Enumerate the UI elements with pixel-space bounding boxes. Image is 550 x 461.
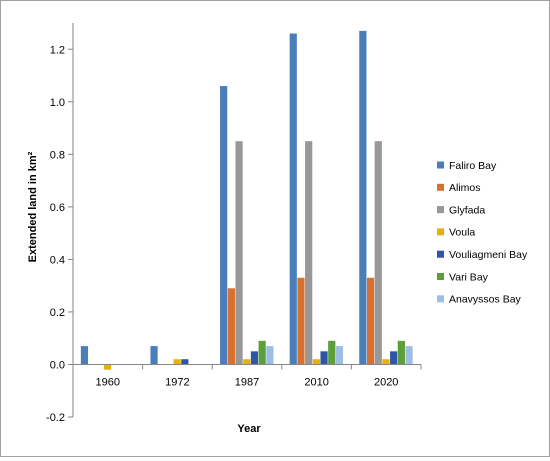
legend-label: Voula: [449, 227, 475, 239]
bar-alimos: [297, 277, 305, 365]
bar-voula: [312, 359, 320, 365]
legend-label: Vouliagmeni Bay: [449, 249, 528, 261]
x-tick-label: 1987: [235, 376, 259, 388]
legend-swatch: [437, 228, 444, 236]
bar-alimos: [227, 288, 235, 365]
y-axis-title: Extended land in km²: [27, 151, 39, 262]
legend-swatch: [437, 273, 444, 280]
bar-anavyssos-bay: [405, 346, 413, 365]
x-tick-label: 2020: [374, 376, 398, 388]
y-tick-label: 0.0: [50, 359, 65, 371]
bar-anavyssos-bay: [335, 346, 344, 365]
legend: Faliro Bay Alimos Glyfada Voula Vouliagmeni …: [437, 160, 528, 306]
bar-voula: [382, 359, 390, 365]
legend-swatch: [437, 250, 444, 258]
bar-faliro-bay: [359, 30, 367, 365]
legend-swatch: [437, 161, 444, 169]
legend-label: Vari Bay: [449, 271, 489, 283]
bar-vari-bay: [328, 340, 336, 365]
y-tick-label: 0.2: [50, 307, 65, 319]
legend-swatch: [437, 183, 444, 191]
x-axis-title: Year: [237, 423, 261, 435]
x-axis-ticks: 1960 1972 1987 2010 2020: [72, 364, 422, 388]
bar-anavyssos-bay: [266, 346, 274, 365]
legend-label: Faliro Bay: [449, 160, 497, 172]
bar-glyfada: [235, 141, 243, 365]
bar-faliro-bay: [289, 33, 297, 365]
x-tick-label: 2010: [304, 376, 328, 388]
bar-faliro-bay: [150, 346, 158, 365]
bar-voula: [103, 364, 112, 370]
bar-vouliagmeni-bay: [390, 351, 398, 365]
bar-glyfada: [374, 141, 382, 365]
bar-faliro-bay: [220, 86, 228, 365]
bar-vouliagmeni-bay: [250, 351, 259, 365]
bar-glyfada: [305, 141, 313, 365]
legend-swatch: [437, 295, 444, 303]
y-tick-label: 0.4: [50, 254, 65, 266]
x-tick-label: 1972: [165, 376, 189, 388]
bar-faliro-bay: [80, 346, 89, 365]
y-tick-label: 1.0: [50, 97, 65, 109]
legend-label: Alimos: [449, 182, 481, 194]
axes: [72, 23, 421, 417]
y-tick-label: -0.2: [46, 412, 65, 424]
bar-vari-bay: [397, 340, 405, 365]
bar-voula: [243, 359, 251, 365]
y-axis-ticks: -0.2 0.0 0.2 0.4 0.6 0.8 1.0 1.2: [46, 44, 73, 424]
legend-label: Glyfada: [449, 204, 485, 216]
y-tick-label: 0.8: [50, 149, 65, 161]
legend-swatch: [437, 206, 444, 214]
bars: [80, 30, 413, 370]
bar-vouliagmeni-bay: [181, 359, 189, 365]
bar-voula: [173, 359, 181, 365]
legend-label: Anavyssos Bay: [449, 294, 522, 306]
x-tick-label: 1960: [96, 376, 120, 388]
y-tick-label: 0.6: [50, 202, 65, 214]
bar-alimos: [366, 277, 375, 365]
bar-vari-bay: [258, 340, 266, 365]
bar-vouliagmeni-bay: [320, 351, 328, 365]
y-tick-label: 1.2: [50, 44, 65, 56]
